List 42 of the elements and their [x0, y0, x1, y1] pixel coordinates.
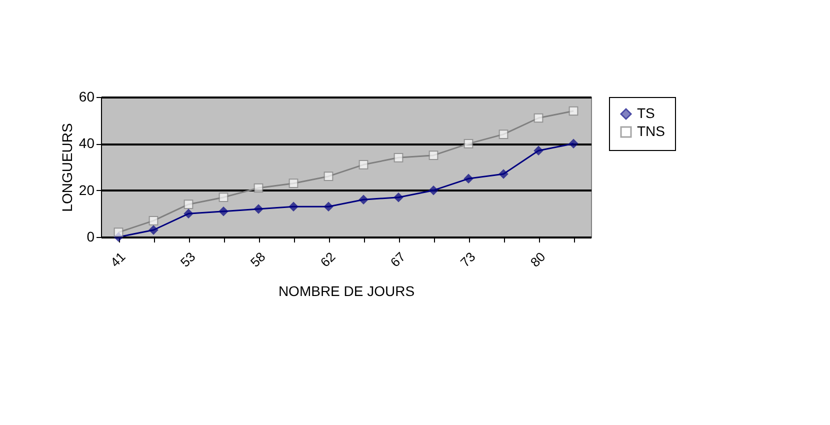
point — [254, 183, 264, 193]
point — [358, 194, 368, 204]
y-tick-label: 40 — [78, 135, 95, 152]
point — [218, 206, 228, 216]
point — [288, 202, 298, 212]
point — [324, 202, 334, 212]
x-tick-label: 73 — [457, 249, 478, 270]
point — [464, 174, 474, 184]
point — [428, 186, 438, 196]
point — [568, 138, 578, 148]
point — [114, 228, 124, 238]
legend-label: TS — [637, 105, 655, 121]
point — [498, 130, 508, 140]
point — [498, 169, 508, 179]
y-axis-title: LONGUEURS — [58, 123, 75, 212]
y-tick-label: 60 — [78, 88, 95, 104]
y-tick-label: 0 — [86, 228, 95, 244]
point — [148, 216, 158, 226]
y-tick-label: 20 — [78, 182, 95, 198]
point — [324, 172, 334, 182]
point — [358, 160, 368, 170]
point — [148, 225, 158, 235]
point — [568, 106, 578, 116]
x-tick-label: 67 — [387, 249, 408, 270]
point — [254, 204, 264, 214]
point — [534, 113, 544, 123]
point — [218, 192, 228, 202]
x-tick-label: 58 — [247, 249, 268, 270]
point — [288, 178, 298, 188]
point — [394, 152, 404, 162]
x-tick-label: 62 — [317, 249, 338, 270]
point — [184, 208, 194, 218]
x-tick-label: 53 — [177, 249, 198, 270]
point — [428, 150, 438, 160]
point — [534, 146, 544, 156]
legend-label: TNS — [637, 123, 665, 139]
point — [184, 200, 194, 210]
x-tick-label: 80 — [527, 249, 548, 270]
point — [464, 138, 474, 148]
x-axis-title: NOMBRE DE JOURS — [278, 282, 415, 299]
x-tick-label: 41 — [107, 249, 128, 270]
point — [394, 192, 404, 202]
